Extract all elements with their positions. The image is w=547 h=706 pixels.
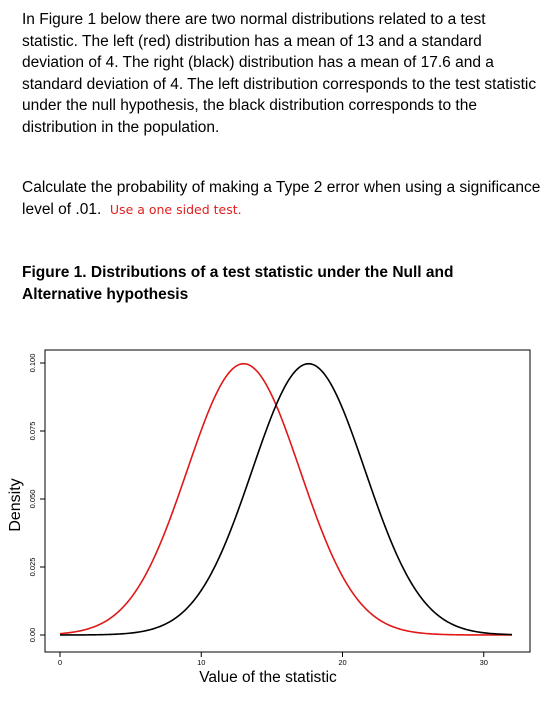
x-axis-label: Value of the statistic — [199, 669, 337, 686]
y-tick-label: 0.00 — [28, 628, 37, 643]
figure-title: Figure 1. Distributions of a test statis… — [22, 264, 454, 303]
question-paragraph-1: In Figure 1 below there are two normal d… — [22, 11, 537, 136]
question-paragraph-2: Calculate the probability of making a Ty… — [22, 177, 542, 220]
curves — [59, 362, 513, 636]
x-tick-label: 30 — [480, 658, 488, 667]
plot-frame — [44, 349, 531, 653]
y-tick-label: 0.050 — [28, 490, 37, 509]
x-tick-label: 10 — [197, 658, 205, 667]
x-tick-label: 0 — [58, 658, 62, 667]
one-sided-note: Use a one sided test. — [109, 201, 242, 217]
density-chart: 0.00 0.025 0.050 0.075 0.100 0 10 20 30 Density… — [7, 349, 531, 686]
null-distribution-curve — [59, 362, 512, 636]
y-tick-label: 0.025 — [28, 558, 37, 577]
x-axis: 0 10 20 30 — [58, 651, 488, 667]
y-axis: 0.00 0.025 0.050 0.075 0.100 — [28, 354, 46, 643]
alternative-distribution-curve — [60, 362, 513, 636]
y-tick-label: 0.075 — [28, 422, 37, 441]
y-tick-label: 0.100 — [28, 354, 37, 373]
x-tick-label: 20 — [338, 658, 346, 667]
y-axis-label: Density — [7, 478, 24, 531]
question-text: Calculate the probability of making a Ty… — [22, 179, 541, 218]
